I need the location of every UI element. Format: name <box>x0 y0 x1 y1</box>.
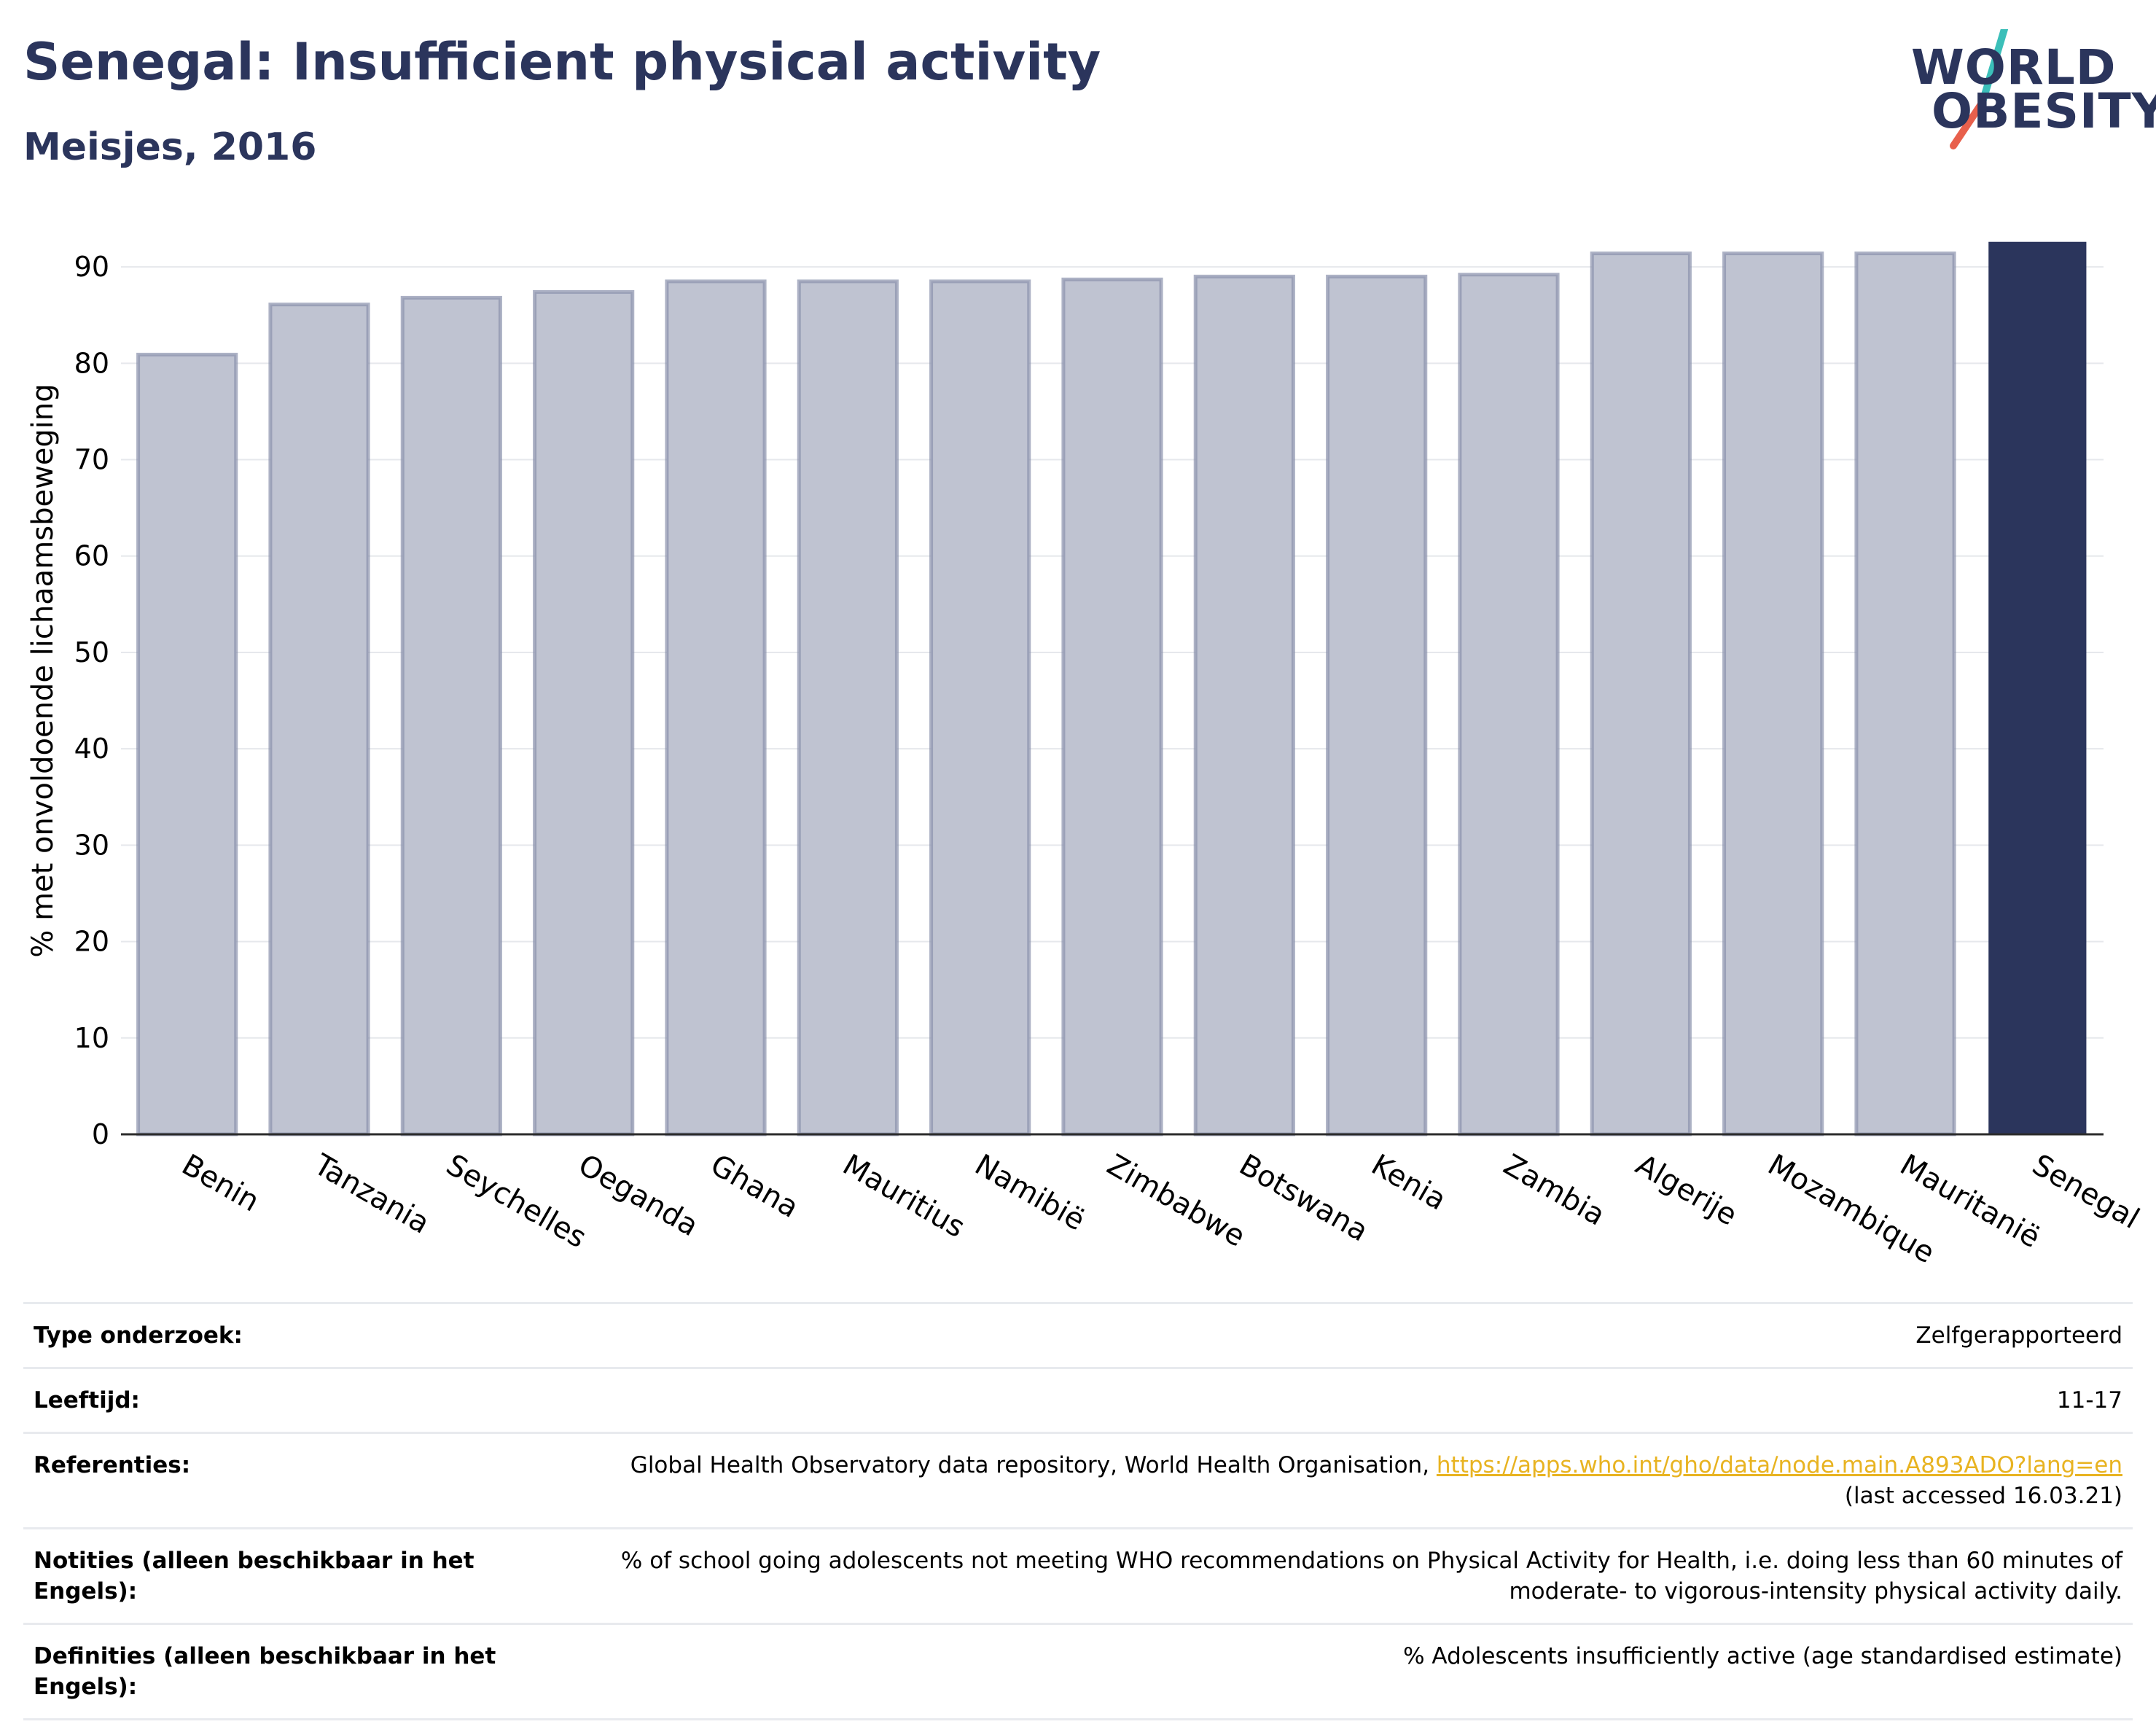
logo-text-world: WORLD <box>1911 39 2117 95</box>
y-tick-label: 10 <box>74 1022 109 1054</box>
bar-mozambique <box>1722 252 1824 1136</box>
info-row-references: Referenties: Global Health Observatory d… <box>23 1432 2133 1529</box>
logo-text-obesity: OBESITY <box>1932 83 2156 139</box>
bar-benin <box>136 352 238 1136</box>
reference-accessed: (last accessed 16.03.21) <box>1844 1483 2122 1509</box>
y-tick-label: 80 <box>74 347 109 379</box>
bars <box>136 241 2087 1136</box>
x-tick-label: Seychelles <box>440 1148 592 1255</box>
info-label: Definities (alleen beschikbaar in het En… <box>23 1623 510 1720</box>
y-tick-label: 50 <box>74 636 109 668</box>
x-tick-label: Zimbabwe <box>1101 1148 1251 1254</box>
y-axis-label: % met onvoldoende lichaamsbeweging <box>26 383 60 957</box>
x-tick-label: Namibië <box>969 1148 1090 1238</box>
reference-text: Global Health Observatory data repositor… <box>630 1452 1437 1478</box>
x-tick-label: Oeganda <box>573 1148 704 1243</box>
bar-mauritius <box>797 279 899 1136</box>
bar-ghana <box>665 279 767 1136</box>
x-tick-label: Zambia <box>1498 1148 1611 1233</box>
logo-slash-icon <box>1950 29 2008 149</box>
info-label: Notities (alleen beschikbaar in het Enge… <box>23 1527 510 1624</box>
info-row-age: Leeftijd: 11-17 <box>23 1367 2133 1433</box>
bar-kenia <box>1326 274 1428 1136</box>
info-row-type: Type onderzoek: Zelfgerapporteerd <box>23 1302 2133 1368</box>
x-tick-label: Tanzania <box>308 1147 435 1240</box>
x-tick-label: Benin <box>176 1148 265 1219</box>
y-tick-label: 30 <box>74 829 109 861</box>
bar-mauritanië <box>1854 252 1956 1136</box>
x-tick-label: Botswana <box>1233 1148 1373 1249</box>
bar-chart: 0 10 20 30 40 50 60 70 80 90 Benin Tanzania Seychel… <box>26 241 2145 1270</box>
world-obesity-logo: WORLD OBESITY <box>1895 29 2156 160</box>
info-table: Type onderzoek: Zelfgerapporteerd Leefti… <box>23 1302 2133 1720</box>
info-label: Type onderzoek: <box>23 1302 510 1368</box>
y-tick-label: 70 <box>74 444 109 476</box>
bar-oeganda <box>533 289 635 1136</box>
x-tick-label: Algerije <box>1630 1148 1742 1233</box>
info-row-definitions: Definities (alleen beschikbaar in het En… <box>23 1623 2133 1720</box>
y-tick-label: 0 <box>92 1118 109 1150</box>
y-tick-label: 40 <box>74 733 109 765</box>
y-tick-labels: 0 10 20 30 40 50 60 70 80 90 <box>74 251 109 1150</box>
info-value: 11-17 <box>510 1367 2133 1433</box>
x-tick-label: Mauritius <box>837 1148 970 1244</box>
bar-seychelles <box>400 295 502 1136</box>
reference-link[interactable]: https://apps.who.int/gho/data/node.main.… <box>1436 1452 2122 1478</box>
x-tick-label: Senegal <box>2026 1148 2144 1236</box>
chart-subtitle: Meisjes, 2016 <box>23 125 317 169</box>
y-tick-label: 60 <box>74 540 109 572</box>
bar-zambia <box>1458 273 1560 1136</box>
info-value: Global Health Observatory data repositor… <box>510 1432 2133 1529</box>
bar-zimbabwe <box>1061 277 1163 1136</box>
x-tick-label: Ghana <box>705 1148 804 1225</box>
chart-title: Senegal: Insufficient physical activity <box>23 32 1101 92</box>
bar-tanzania <box>268 303 370 1136</box>
bar-algerije <box>1590 252 1692 1136</box>
bar-senegal <box>1988 241 2087 1135</box>
info-value: Zelfgerapporteerd <box>510 1302 2133 1368</box>
x-tick-label: Kenia <box>1366 1148 1452 1217</box>
info-label: Referenties: <box>23 1432 510 1529</box>
info-row-notes: Notities (alleen beschikbaar in het Enge… <box>23 1527 2133 1624</box>
info-value: % Adolescents insufficiently active (age… <box>510 1623 2133 1720</box>
bar-namibië <box>929 279 1031 1136</box>
y-tick-label: 20 <box>74 926 109 958</box>
info-label: Leeftijd: <box>23 1367 510 1433</box>
bar-botswana <box>1193 274 1295 1136</box>
y-tick-label: 90 <box>74 251 109 283</box>
info-value: % of school going adolescents not meetin… <box>510 1527 2133 1624</box>
